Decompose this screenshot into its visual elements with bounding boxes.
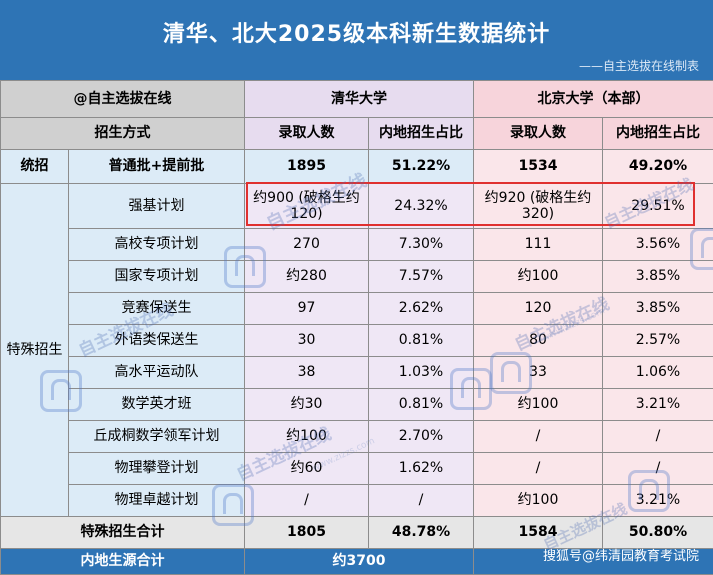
pku-ratio-cell: /: [603, 453, 713, 485]
pku-ratio-cell: 3.85%: [603, 261, 713, 293]
method-cell: 国家专项计划: [69, 261, 245, 293]
page-subtitle: ——自主选拔在线制表: [579, 57, 699, 74]
special-total-thu-count: 1805: [245, 517, 369, 549]
pku-ratio-header: 内地招生占比: [603, 118, 713, 150]
pku-count-cell: 120: [474, 293, 603, 325]
pku-count-cell: 约100: [474, 485, 603, 517]
table-row: 统招 普通批+提前批 1895 51.22% 1534 49.20%: [1, 150, 713, 184]
thu-count-cell: 约900 (破格生约120): [245, 184, 369, 229]
thu-ratio-cell: 7.57%: [369, 261, 474, 293]
table-row: 特殊招生 强基计划 约900 (破格生约120) 24.32% 约920 (破格…: [1, 184, 713, 229]
method-header: 招生方式: [1, 118, 245, 150]
pku-ratio-cell: 2.57%: [603, 325, 713, 357]
unified-group-cell: 统招: [1, 150, 69, 184]
pku-count-cell: 约100: [474, 261, 603, 293]
pku-count-cell: 111: [474, 229, 603, 261]
university2-header: 北京大学（本部）: [474, 81, 713, 118]
table-row: 高校专项计划 270 7.30% 111 3.56%: [1, 229, 713, 261]
unified-pku-ratio: 49.20%: [603, 150, 713, 184]
pku-ratio-cell: 3.56%: [603, 229, 713, 261]
table-row: 特殊招生合计 1805 48.78% 1584 50.80%: [1, 517, 713, 549]
method-cell: 物理卓越计划: [69, 485, 245, 517]
unified-pku-count: 1534: [474, 150, 603, 184]
thu-count-cell: 30: [245, 325, 369, 357]
method-cell: 强基计划: [69, 184, 245, 229]
university1-header: 清华大学: [245, 81, 474, 118]
method-cell: 丘成桐数学领军计划: [69, 421, 245, 453]
pku-admitted-header: 录取人数: [474, 118, 603, 150]
method-cell: 外语类保送生: [69, 325, 245, 357]
thu-ratio-cell: 1.03%: [369, 357, 474, 389]
source-label-cell: @自主选拔在线: [1, 81, 245, 118]
pku-ratio-cell: /: [603, 421, 713, 453]
thu-ratio-cell: 7.30%: [369, 229, 474, 261]
special-total-thu-ratio: 48.78%: [369, 517, 474, 549]
method-cell: 物理攀登计划: [69, 453, 245, 485]
thu-count-cell: 约60: [245, 453, 369, 485]
table-row: 丘成桐数学领军计划 约100 2.70% / /: [1, 421, 713, 453]
pku-count-cell: 约920 (破格生约320): [474, 184, 603, 229]
thu-ratio-cell: 2.70%: [369, 421, 474, 453]
table-row: 物理攀登计划 约60 1.62% / /: [1, 453, 713, 485]
table-row: 竞赛保送生 97 2.62% 120 3.85%: [1, 293, 713, 325]
table-row: 数学英才班 约30 0.81% 约100 3.21%: [1, 389, 713, 421]
table-row: 外语类保送生 30 0.81% 80 2.57%: [1, 325, 713, 357]
thu-count-cell: 38: [245, 357, 369, 389]
special-total-pku-ratio: 50.80%: [603, 517, 713, 549]
pku-count-cell: 80: [474, 325, 603, 357]
thu-ratio-cell: 1.62%: [369, 453, 474, 485]
footer-brand: 搜狐号@纬清园教育考试院: [543, 545, 699, 564]
thu-ratio-cell: /: [369, 485, 474, 517]
method-cell: 高校专项计划: [69, 229, 245, 261]
table-row: 高水平运动队 38 1.03% 33 1.06%: [1, 357, 713, 389]
admission-table: @自主选拔在线 清华大学 北京大学（本部） 招生方式 录取人数 内地招生占比 录…: [0, 80, 713, 575]
thu-ratio-cell: 2.62%: [369, 293, 474, 325]
thu-count-cell: /: [245, 485, 369, 517]
thu-ratio-cell: 24.32%: [369, 184, 474, 229]
method-cell: 高水平运动队: [69, 357, 245, 389]
page-title: 清华、北大2025级本科新生数据统计: [0, 16, 713, 48]
thu-admitted-header: 录取人数: [245, 118, 369, 150]
unified-method-cell: 普通批+提前批: [69, 150, 245, 184]
thu-count-cell: 约30: [245, 389, 369, 421]
thu-ratio-header: 内地招生占比: [369, 118, 474, 150]
pku-ratio-cell: 3.85%: [603, 293, 713, 325]
thu-count-cell: 约100: [245, 421, 369, 453]
method-cell: 竞赛保送生: [69, 293, 245, 325]
pku-count-cell: /: [474, 453, 603, 485]
source-total-thu-value: 约3700: [245, 549, 474, 575]
unified-thu-ratio: 51.22%: [369, 150, 474, 184]
special-total-label: 特殊招生合计: [1, 517, 245, 549]
pku-count-cell: 约100: [474, 389, 603, 421]
method-cell: 数学英才班: [69, 389, 245, 421]
thu-count-cell: 约280: [245, 261, 369, 293]
pku-count-cell: 33: [474, 357, 603, 389]
source-total-label: 内地生源合计: [1, 549, 245, 575]
thu-ratio-cell: 0.81%: [369, 389, 474, 421]
table-row: 物理卓越计划 / / 约100 3.21%: [1, 485, 713, 517]
pku-count-cell: /: [474, 421, 603, 453]
special-group-cell: 特殊招生: [1, 184, 69, 517]
special-total-pku-count: 1584: [474, 517, 603, 549]
pku-ratio-cell: 1.06%: [603, 357, 713, 389]
thu-count-cell: 97: [245, 293, 369, 325]
table-row: 国家专项计划 约280 7.57% 约100 3.85%: [1, 261, 713, 293]
pku-ratio-cell: 3.21%: [603, 485, 713, 517]
unified-thu-count: 1895: [245, 150, 369, 184]
thu-count-cell: 270: [245, 229, 369, 261]
pku-ratio-cell: 29.51%: [603, 184, 713, 229]
pku-ratio-cell: 3.21%: [603, 389, 713, 421]
page-header: 清华、北大2025级本科新生数据统计 ——自主选拔在线制表: [0, 0, 713, 80]
thu-ratio-cell: 0.81%: [369, 325, 474, 357]
